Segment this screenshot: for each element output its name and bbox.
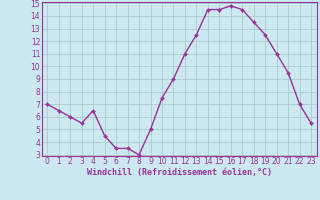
X-axis label: Windchill (Refroidissement éolien,°C): Windchill (Refroidissement éolien,°C) [87,168,272,177]
